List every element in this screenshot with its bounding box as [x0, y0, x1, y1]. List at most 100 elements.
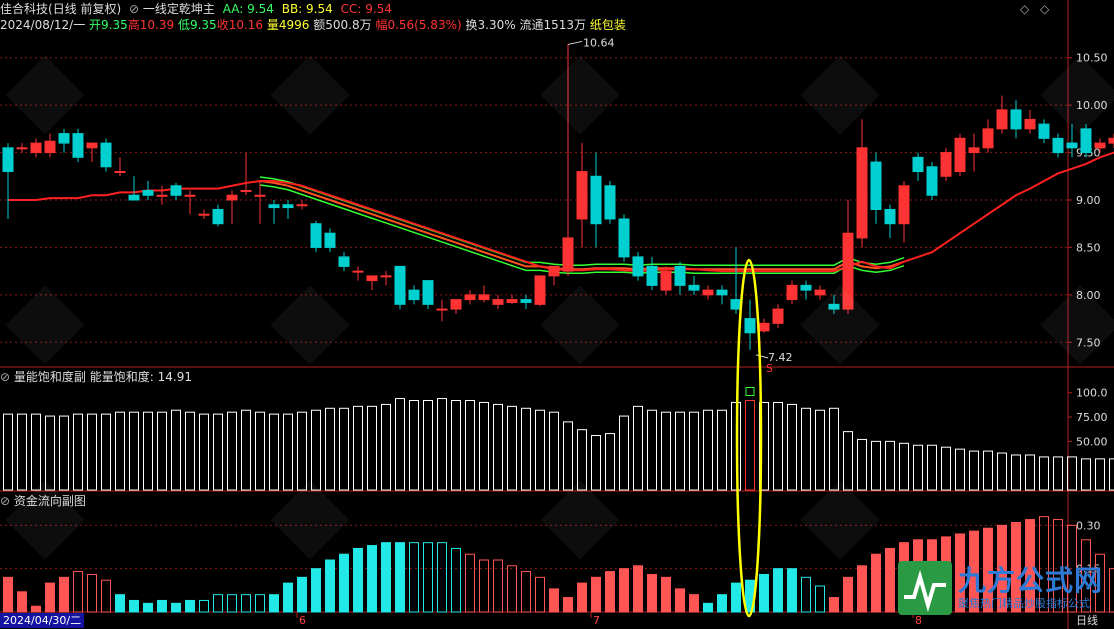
- candle[interactable]: [1066, 142, 1078, 149]
- flow-bar[interactable]: [87, 573, 97, 613]
- saturation-bar[interactable]: [633, 405, 643, 491]
- flow-bar[interactable]: [703, 602, 713, 613]
- candle[interactable]: [590, 175, 602, 225]
- candle[interactable]: [156, 194, 168, 197]
- saturation-bar[interactable]: [759, 401, 769, 491]
- saturation-bar[interactable]: [927, 444, 937, 491]
- candle[interactable]: [1024, 118, 1036, 130]
- flow-bar[interactable]: [185, 599, 195, 613]
- flow-bar[interactable]: [45, 582, 55, 613]
- candle[interactable]: [1094, 142, 1106, 149]
- flow-bar[interactable]: [1067, 524, 1077, 613]
- flow-bar[interactable]: [507, 565, 517, 613]
- candle[interactable]: [912, 156, 924, 173]
- candle[interactable]: [478, 294, 490, 301]
- flow-bar[interactable]: [339, 553, 349, 613]
- candle[interactable]: [744, 318, 756, 334]
- candle[interactable]: [198, 213, 210, 216]
- flow-bar[interactable]: [521, 571, 531, 613]
- candle[interactable]: [772, 308, 784, 324]
- saturation-bar[interactable]: [283, 413, 293, 491]
- flow-bar[interactable]: [731, 582, 741, 613]
- saturation-bar[interactable]: [157, 411, 167, 491]
- saturation-bar[interactable]: [87, 413, 97, 491]
- flow-bar[interactable]: [843, 576, 853, 613]
- saturation-bar[interactable]: [45, 415, 55, 491]
- saturation-bar[interactable]: [479, 401, 489, 491]
- saturation-bar[interactable]: [17, 413, 27, 491]
- candle[interactable]: [870, 161, 882, 210]
- saturation-bar[interactable]: [899, 442, 909, 491]
- saturation-bar[interactable]: [857, 438, 867, 491]
- candle[interactable]: [114, 171, 126, 174]
- saturation-bar[interactable]: [269, 413, 279, 491]
- flow-bar[interactable]: [1095, 553, 1105, 613]
- saturation-bar[interactable]: [311, 409, 321, 491]
- flow-bar[interactable]: [969, 530, 979, 613]
- saturation-bar[interactable]: [1095, 458, 1105, 491]
- candle[interactable]: [324, 232, 336, 248]
- candle[interactable]: [296, 204, 308, 207]
- saturation-bar[interactable]: [815, 409, 825, 491]
- saturation-bar[interactable]: [661, 411, 671, 491]
- saturation-bar[interactable]: [115, 411, 125, 491]
- candle[interactable]: [72, 133, 84, 158]
- candle[interactable]: [842, 232, 854, 310]
- candle[interactable]: [352, 270, 364, 273]
- flow-bar[interactable]: [437, 542, 447, 613]
- flow-bar[interactable]: [955, 533, 965, 613]
- flow-bar[interactable]: [689, 594, 699, 613]
- saturation-bar[interactable]: [619, 415, 629, 491]
- candle[interactable]: [380, 275, 392, 278]
- flow-bar[interactable]: [157, 599, 167, 613]
- flow-bar[interactable]: [1081, 539, 1091, 613]
- candle[interactable]: [968, 147, 980, 154]
- flow-bar[interactable]: [297, 576, 307, 613]
- saturation-bar[interactable]: [1025, 454, 1035, 491]
- flow-bar[interactable]: [3, 576, 13, 613]
- candle[interactable]: [674, 265, 686, 286]
- saturation-bar[interactable]: [787, 403, 797, 491]
- candle[interactable]: [408, 289, 420, 301]
- saturation-bar[interactable]: [381, 403, 391, 491]
- saturation-bar[interactable]: [465, 400, 475, 491]
- saturation-bar[interactable]: [983, 450, 993, 491]
- saturation-bar[interactable]: [241, 409, 251, 491]
- candle[interactable]: [142, 190, 154, 196]
- candle[interactable]: [716, 289, 728, 296]
- flow-bar[interactable]: [633, 565, 643, 613]
- flow-bar[interactable]: [801, 576, 811, 613]
- saturation-bar[interactable]: [1081, 458, 1091, 491]
- candle[interactable]: [394, 265, 406, 305]
- saturation-bar[interactable]: [801, 407, 811, 491]
- flow-bar[interactable]: [311, 568, 321, 613]
- flow-bar[interactable]: [717, 594, 727, 613]
- flow-bar[interactable]: [465, 553, 475, 613]
- candle[interactable]: [422, 280, 434, 305]
- saturation-bar[interactable]: [745, 400, 755, 491]
- candle[interactable]: [282, 204, 294, 209]
- candle[interactable]: [982, 128, 994, 149]
- saturation-bar[interactable]: [1039, 456, 1049, 491]
- candle[interactable]: [800, 284, 812, 291]
- flow-bar[interactable]: [815, 585, 825, 613]
- candle[interactable]: [534, 275, 546, 305]
- candle[interactable]: [464, 294, 476, 301]
- saturation-bar[interactable]: [493, 403, 503, 491]
- saturation-bar[interactable]: [227, 411, 237, 491]
- candle[interactable]: [1052, 137, 1064, 154]
- saturation-bar[interactable]: [367, 405, 377, 491]
- flow-bar[interactable]: [325, 559, 335, 613]
- candle[interactable]: [226, 194, 238, 201]
- flow-bar[interactable]: [1039, 516, 1049, 613]
- flow-bar[interactable]: [549, 588, 559, 613]
- flow-bar[interactable]: [885, 547, 895, 613]
- saturation-bar[interactable]: [129, 411, 139, 491]
- saturation-bar[interactable]: [185, 411, 195, 491]
- saturation-bar[interactable]: [549, 411, 559, 491]
- saturation-bar[interactable]: [997, 452, 1007, 491]
- flow-bar[interactable]: [829, 597, 839, 613]
- candle[interactable]: [310, 223, 322, 248]
- flow-bar[interactable]: [171, 602, 181, 613]
